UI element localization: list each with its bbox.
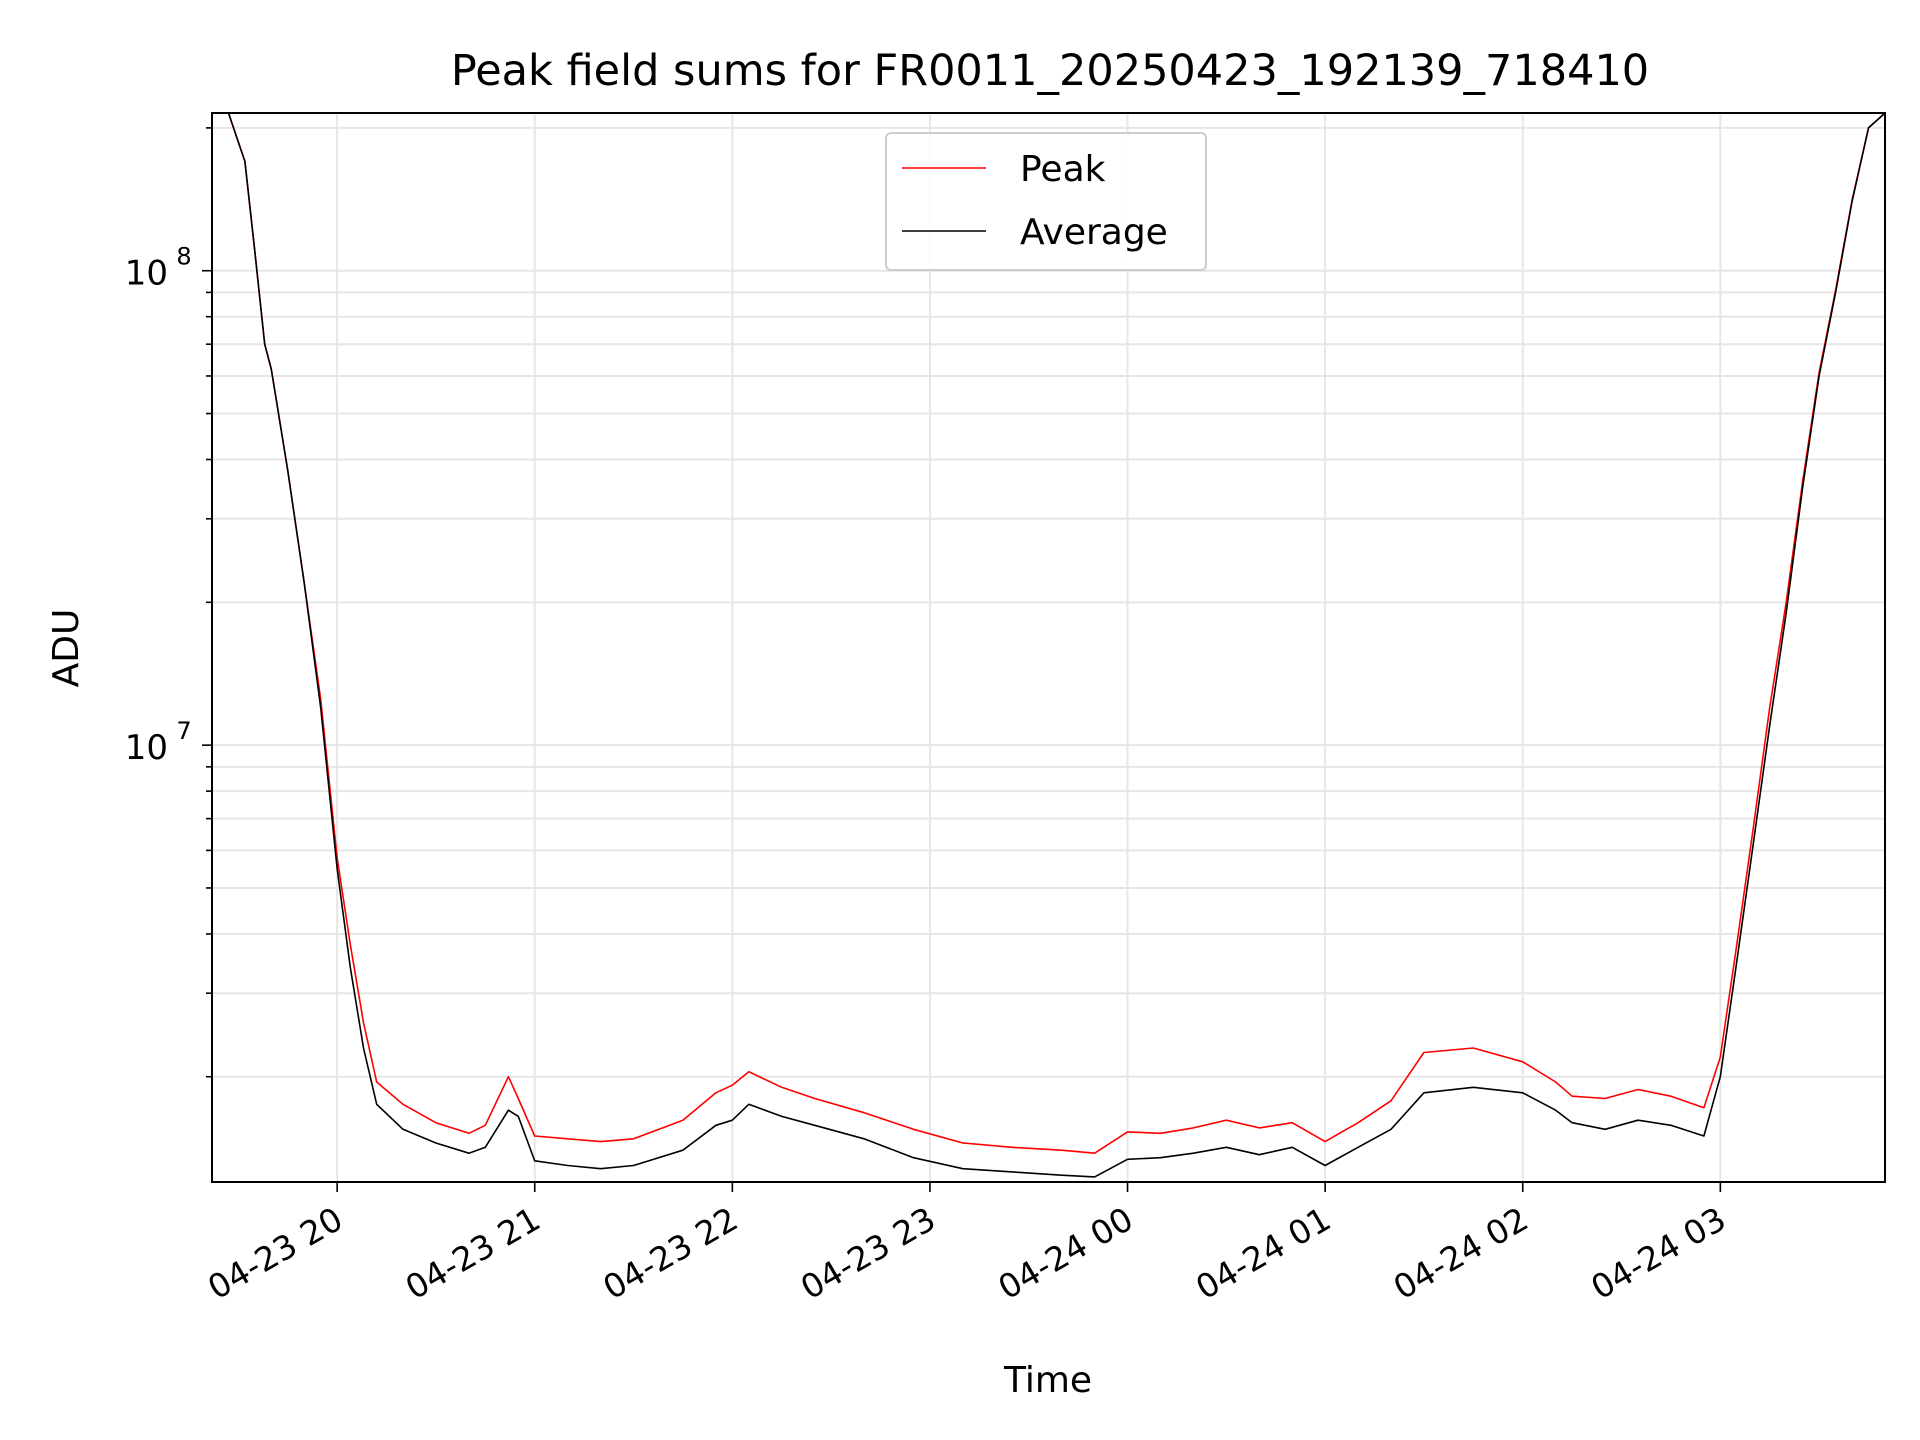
grid xyxy=(212,113,1885,1182)
legend: Peak Average xyxy=(885,132,1207,271)
chart-title: Peak field sums for FR0011_20250423_1921… xyxy=(451,46,1649,96)
x-axis-label: Time xyxy=(1003,1360,1092,1401)
y-tick-label: 10 xyxy=(125,728,168,768)
series-line-average xyxy=(212,113,1885,1178)
series-line-peak xyxy=(212,113,1885,1154)
plot-series xyxy=(212,113,1885,1178)
y-axis: 10 7 10 8 xyxy=(125,127,212,1078)
y-tick-label-exponent: 8 xyxy=(176,243,191,271)
y-tick-label: 10 xyxy=(125,254,168,294)
y-tick-label-exponent: 7 xyxy=(176,717,191,745)
y-axis-label: ADU xyxy=(46,609,87,688)
legend-average-label: Average xyxy=(1020,212,1168,253)
legend-peak-label: Peak xyxy=(1020,149,1106,190)
plot-frame xyxy=(211,112,1886,1183)
